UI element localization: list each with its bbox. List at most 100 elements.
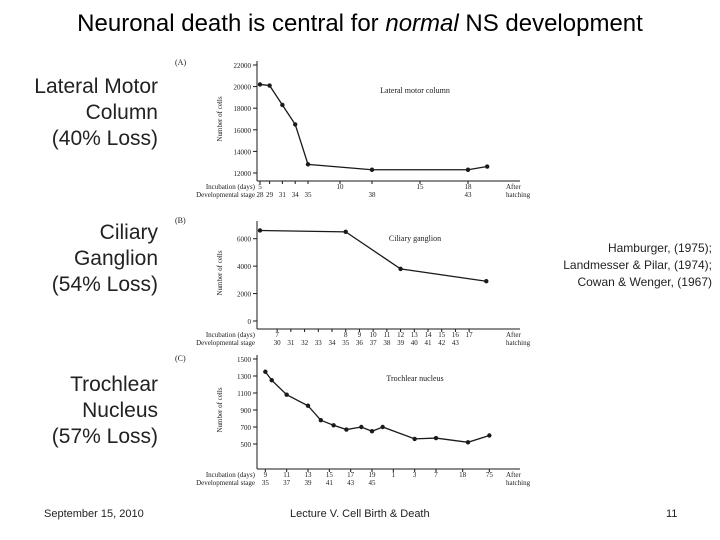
after-hatching-2-c: hatching bbox=[506, 479, 531, 487]
x-tick-stage-b-5: 35 bbox=[342, 339, 350, 347]
y-tick-label-a-5: 22000 bbox=[234, 62, 252, 70]
after-hatching-2-b: hatching bbox=[506, 339, 531, 347]
x-tick-stage-a-1: 29 bbox=[266, 191, 274, 199]
x-tick-incubation-c-1: 11 bbox=[283, 471, 290, 479]
data-point-c-9 bbox=[380, 424, 385, 430]
data-point-a-3 bbox=[293, 122, 298, 127]
data-point-c-6 bbox=[344, 427, 349, 432]
trochlear-nucleus-label: Trochlear Nucleus (57% Loss) bbox=[0, 372, 158, 450]
panel-title-c: Trochlear nucleus bbox=[386, 374, 443, 383]
x-tick-stage-b-4: 34 bbox=[329, 339, 337, 347]
x-tick-stage-b-11: 41 bbox=[425, 339, 433, 347]
after-hatching-1-b: After bbox=[506, 331, 521, 339]
data-point-c-8 bbox=[369, 429, 375, 434]
x-tick-incubation-b-5: 8 bbox=[344, 331, 348, 339]
y-axis-label-c: Number of cells bbox=[216, 387, 224, 432]
data-point-c-7 bbox=[359, 424, 364, 430]
citation-2: Landmesser & Pilar, (1974); bbox=[563, 258, 712, 272]
title-text-start: Neuronal death is central for bbox=[77, 10, 386, 37]
data-point-b-1 bbox=[343, 229, 348, 235]
page-number: 11 bbox=[666, 508, 678, 520]
x-tick-stage-c-3: 41 bbox=[326, 479, 334, 487]
y-tick-label-a-1: 14000 bbox=[234, 148, 252, 156]
y-tick-label-b-2: 4000 bbox=[237, 263, 252, 271]
x-tick-stage-c-2: 39 bbox=[305, 479, 313, 487]
x-tick-stage-a-2: 31 bbox=[279, 191, 287, 199]
y-tick-label-c-2: 900 bbox=[241, 407, 252, 415]
x-tick-stage-a-8: 43 bbox=[465, 191, 473, 199]
x-tick-incubation-a-5: 10 bbox=[337, 183, 345, 191]
x-tick-stage-c-0: 35 bbox=[262, 479, 270, 487]
data-point-c-3 bbox=[305, 403, 311, 408]
y-tick-label-a-2: 16000 bbox=[234, 127, 252, 135]
trochlear-label-line-2: Nucleus bbox=[82, 399, 158, 422]
y-tick-label-b-3: 6000 bbox=[237, 236, 252, 244]
y-tick-label-c-3: 1100 bbox=[237, 390, 251, 398]
x-label-incubation-a: Incubation (days) bbox=[206, 183, 256, 191]
footer-title: Lecture V. Cell Birth & Death bbox=[290, 508, 430, 520]
x-tick-incubation-b-0: 7 bbox=[275, 331, 279, 339]
title-text-end: NS development bbox=[458, 10, 643, 37]
x-tick-incubation-c-6: 1 bbox=[392, 471, 396, 479]
data-point-c-12 bbox=[465, 440, 471, 445]
ciliary-label-line-2: Ganglion bbox=[73, 247, 158, 270]
series-line-c bbox=[264, 371, 490, 443]
x-tick-incubation-c-2: 13 bbox=[305, 471, 313, 479]
data-point-c-5 bbox=[331, 423, 336, 428]
x-tick-incubation-b-13: 16 bbox=[452, 331, 460, 339]
panel-title-a: Lateral motor column bbox=[380, 86, 450, 95]
y-tick-label-b-0: 0 bbox=[248, 318, 252, 326]
x-tick-incubation-a-0: 5 bbox=[258, 183, 262, 191]
y-tick-label-a-3: 18000 bbox=[234, 105, 252, 113]
x-tick-incubation-c-4: 17 bbox=[347, 471, 355, 479]
after-hatching-2-a: hatching bbox=[506, 191, 531, 199]
x-tick-incubation-b-10: 13 bbox=[411, 331, 419, 339]
x-tick-stage-b-12: 42 bbox=[438, 339, 446, 347]
x-tick-stage-b-7: 37 bbox=[370, 339, 378, 347]
y-tick-label-c-0: 500 bbox=[241, 441, 252, 449]
series-line-a bbox=[259, 83, 488, 171]
data-point-c-0 bbox=[263, 369, 268, 374]
data-point-a-4 bbox=[305, 162, 311, 167]
x-tick-incubation-b-14: 17 bbox=[466, 331, 474, 339]
x-tick-incubation-a-8: 18 bbox=[465, 183, 473, 191]
y-axis-label-a: Number of cells bbox=[216, 96, 224, 141]
data-point-a-6 bbox=[465, 167, 471, 172]
x-label-incubation-b: Incubation (days) bbox=[206, 331, 256, 339]
x-tick-stage-a-6: 38 bbox=[369, 191, 377, 199]
y-tick-label-c-5: 1500 bbox=[237, 356, 252, 364]
x-tick-incubation-b-12: 15 bbox=[438, 331, 446, 339]
x-tick-incubation-c-9: 18 bbox=[459, 471, 467, 479]
after-hatching-1-a: After bbox=[506, 183, 521, 191]
citation-1: Hamburger, (1975); bbox=[607, 241, 712, 255]
x-label-stage-b: Developmental stage bbox=[196, 339, 255, 347]
data-point-c-2 bbox=[284, 392, 289, 397]
x-tick-stage-b-10: 40 bbox=[411, 339, 419, 347]
y-tick-label-a-4: 20000 bbox=[234, 84, 252, 92]
y-tick-label-b-1: 2000 bbox=[237, 291, 252, 299]
data-point-c-1 bbox=[269, 378, 274, 383]
y-tick-label-a-0: 12000 bbox=[234, 170, 252, 178]
data-point-a-0 bbox=[257, 82, 263, 87]
data-point-b-2 bbox=[398, 266, 403, 272]
lateral-label-line-3: (40% Loss) bbox=[51, 127, 158, 150]
data-point-a-1 bbox=[267, 83, 272, 88]
panel-letter-c: (C) bbox=[175, 354, 186, 363]
x-tick-stage-a-4: 35 bbox=[305, 191, 313, 199]
data-point-b-0 bbox=[257, 228, 263, 233]
data-point-a-7 bbox=[485, 164, 490, 169]
data-point-c-13 bbox=[487, 433, 492, 438]
x-tick-incubation-c-0: 9 bbox=[264, 471, 268, 479]
y-axis-label-b: Number of cells bbox=[216, 250, 224, 295]
ciliary-label-line-3: (54% Loss) bbox=[51, 273, 158, 296]
panel-letter-b: (B) bbox=[175, 216, 186, 225]
title-italic-word: normal bbox=[385, 10, 459, 37]
footer-date: September 15, 2010 bbox=[44, 508, 144, 520]
x-tick-incubation-c-7: 3 bbox=[413, 471, 417, 479]
trochlear-label-line-1: Trochlear bbox=[70, 373, 158, 396]
lateral-label-line-1: Lateral Motor bbox=[34, 75, 158, 98]
x-tick-stage-a-3: 34 bbox=[292, 191, 300, 199]
data-point-c-11 bbox=[433, 435, 439, 441]
x-tick-incubation-b-8: 11 bbox=[383, 331, 390, 339]
